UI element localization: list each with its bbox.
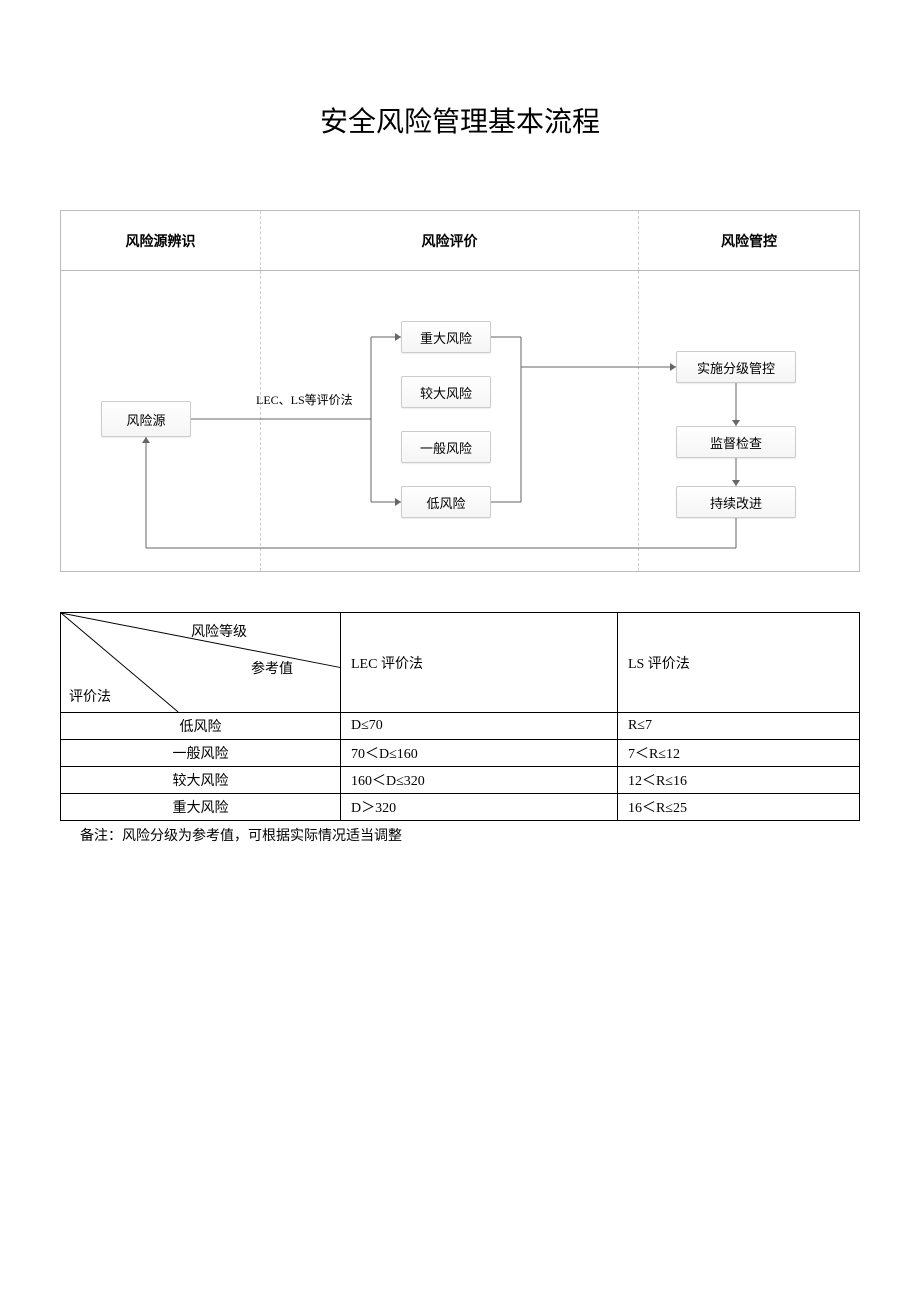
diag-label-reference: 参考值 — [251, 658, 293, 678]
row-level: 一般风险 — [61, 740, 341, 767]
node-control-supervise: 监督检查 — [676, 426, 796, 458]
col-header-lec: LEC 评价法 — [341, 613, 618, 713]
row-ls: 7＜R≤12 — [617, 740, 859, 767]
header-col-identify: 风险源辨识 — [61, 211, 261, 270]
node-risk-major: 重大风险 — [401, 321, 491, 353]
table-row: 较大风险 160＜D≤320 12＜R≤16 — [61, 767, 860, 794]
node-control-implement: 实施分级管控 — [676, 351, 796, 383]
table-row: 低风险 D≤70 R≤7 — [61, 713, 860, 740]
row-level: 重大风险 — [61, 794, 341, 821]
page-title: 安全风险管理基本流程 — [60, 100, 860, 140]
flowchart-container: 风险源辨识 风险评价 风险管控 风险源 LEC、LS等评价法 重大风险 较大风险… — [60, 210, 860, 572]
col-header-ls: LS 评价法 — [617, 613, 859, 713]
body-col-control — [639, 271, 859, 571]
flowchart-header-row: 风险源辨识 风险评价 风险管控 — [61, 211, 859, 271]
body-col-evaluate — [261, 271, 639, 571]
node-risk-source: 风险源 — [101, 401, 191, 437]
risk-level-table: 风险等级 参考值 评价法 LEC 评价法 LS 评价法 低风险 D≤70 R≤7… — [60, 612, 860, 821]
node-risk-high: 较大风险 — [401, 376, 491, 408]
row-lec: D≤70 — [341, 713, 618, 740]
table-row: 重大风险 D＞320 16＜R≤25 — [61, 794, 860, 821]
row-lec: 70＜D≤160 — [341, 740, 618, 767]
row-level: 较大风险 — [61, 767, 341, 794]
row-lec: 160＜D≤320 — [341, 767, 618, 794]
diag-label-risk-level: 风险等级 — [191, 621, 247, 641]
header-col-control: 风险管控 — [639, 211, 859, 270]
row-ls: R≤7 — [617, 713, 859, 740]
row-level: 低风险 — [61, 713, 341, 740]
node-risk-normal: 一般风险 — [401, 431, 491, 463]
row-lec: D＞320 — [341, 794, 618, 821]
flowchart-body: 风险源 LEC、LS等评价法 重大风险 较大风险 一般风险 低风险 实施分级管控… — [61, 271, 859, 571]
method-label: LEC、LS等评价法 — [256, 391, 353, 408]
table-row: 一般风险 70＜D≤160 7＜R≤12 — [61, 740, 860, 767]
node-control-improve: 持续改进 — [676, 486, 796, 518]
diagonal-header-cell: 风险等级 参考值 评价法 — [61, 613, 341, 713]
row-ls: 12＜R≤16 — [617, 767, 859, 794]
table-header-row: 风险等级 参考值 评价法 LEC 评价法 LS 评价法 — [61, 613, 860, 713]
node-risk-low: 低风险 — [401, 486, 491, 518]
row-ls: 16＜R≤25 — [617, 794, 859, 821]
header-col-evaluate: 风险评价 — [261, 211, 639, 270]
diag-label-method: 评价法 — [69, 686, 111, 706]
footnote: 备注：风险分级为参考值，可根据实际情况适当调整 — [60, 825, 860, 845]
